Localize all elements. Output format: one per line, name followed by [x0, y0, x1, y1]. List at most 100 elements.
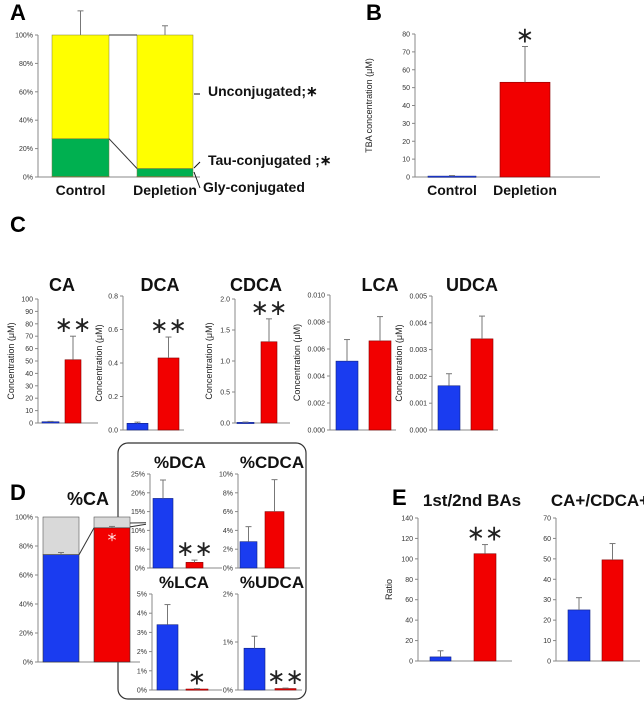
- CA-y-axis-label: Concentration (μM): [6, 322, 16, 399]
- E1-y-tick-label: 60: [405, 597, 413, 604]
- CA-y-tick-label: 70: [25, 334, 33, 341]
- B-category-label: Depletion: [493, 182, 557, 198]
- E2-y-tick-label: 0: [547, 659, 551, 666]
- E1-y-axis-label: Ratio: [384, 579, 394, 600]
- bar-control: [156, 624, 179, 691]
- CDCA-y-tick-label: 1.5: [220, 328, 230, 335]
- bar-other-control: [42, 516, 80, 556]
- bar-depletion: [157, 357, 180, 431]
- CA-y-tick-label: 80: [25, 321, 33, 328]
- series-label: Gly-conjugated: [203, 179, 305, 195]
- bar-tau-conjugated-depletion: [136, 168, 194, 177]
- bar-depletion: [260, 341, 278, 424]
- significance-mark: ∗: [188, 666, 206, 691]
- bar-depletion: [601, 559, 624, 662]
- CDCA-title: CDCA: [230, 275, 282, 295]
- pCA-y-tick-label: 0%: [23, 660, 33, 667]
- E1-y-tick-label: 140: [401, 516, 413, 523]
- LCA-title: LCA: [362, 275, 399, 295]
- LCA-y-tick-label: 0.008: [307, 320, 325, 327]
- significance-mark: ∗∗: [467, 522, 504, 547]
- E2-y-tick-label: 60: [543, 536, 551, 543]
- pDCA-y-tick-label: 5%: [135, 547, 145, 554]
- CA-y-tick-label: 90: [25, 309, 33, 316]
- E1-y-tick-label: 80: [405, 577, 413, 584]
- connector-line: [108, 138, 138, 169]
- DCA-y-tick-label: 0.6: [108, 327, 118, 334]
- pDCA-y-tick-label: 25%: [131, 472, 145, 479]
- pCDCA-y-tick-label: 4%: [223, 528, 233, 535]
- pUDCA-title: %UDCA: [240, 573, 304, 592]
- A-y-tick-label: 20%: [19, 146, 33, 153]
- DCA-y-tick-label: 0.2: [108, 394, 118, 401]
- B-y-tick-label: 60: [402, 67, 410, 74]
- bar-depletion: [264, 511, 285, 569]
- B-y-tick-label: 40: [402, 103, 410, 110]
- LCA-y-axis-label: Concentration (μM): [292, 324, 302, 401]
- A-y-tick-label: 60%: [19, 89, 33, 96]
- pCA-y-tick-label: 60%: [19, 573, 33, 580]
- DCA-y-tick-label: 0.4: [108, 361, 118, 368]
- pLCA-y-tick-label: 3%: [137, 630, 147, 637]
- bar-control: [152, 498, 174, 569]
- pUDCA-y-tick-label: 1%: [223, 640, 233, 647]
- pCA-y-tick-label: 40%: [19, 602, 33, 609]
- pLCA-y-tick-label: 4%: [137, 611, 147, 618]
- B-y-tick-label: 80: [402, 32, 410, 39]
- bar-control: [41, 421, 60, 424]
- A-category-label: Depletion: [133, 182, 197, 198]
- LCA-y-tick-label: 0.010: [307, 293, 325, 300]
- A-y-tick-label: 0%: [23, 175, 33, 182]
- pLCA-y-tick-label: 5%: [137, 592, 147, 599]
- series-label: Unconjugated;∗: [208, 83, 318, 99]
- E1-title: 1st/2nd BAs: [423, 491, 521, 510]
- CDCA-y-axis-label: Concentration (μM): [204, 322, 214, 399]
- B-y-axis-label: TBA concentration (μM): [364, 58, 374, 153]
- UDCA-title: UDCA: [446, 275, 498, 295]
- CA-y-tick-label: 20: [25, 396, 33, 403]
- DCA-title: DCA: [141, 275, 180, 295]
- panel-label-C: C: [10, 212, 26, 237]
- A-y-tick-label: 40%: [19, 118, 33, 125]
- pCDCA-y-tick-label: 8%: [223, 490, 233, 497]
- B-y-tick-label: 0: [406, 175, 410, 182]
- significance-mark: ∗∗: [251, 296, 288, 321]
- UDCA-y-axis-label: Concentration (μM): [394, 324, 404, 401]
- bar-unconjugated-control: [51, 34, 110, 139]
- pDCA-y-tick-label: 15%: [131, 509, 145, 516]
- E2-y-tick-label: 70: [543, 516, 551, 523]
- pCDCA-y-tick-label: 0%: [223, 566, 233, 573]
- UDCA-y-tick-label: 0.001: [409, 401, 427, 408]
- panel-label-D: D: [10, 480, 26, 505]
- pDCA-title: %DCA: [154, 453, 206, 472]
- pCDCA-title: %CDCA: [240, 453, 304, 472]
- bar-control: [243, 647, 266, 691]
- B-category-label: Control: [427, 182, 477, 198]
- pCDCA-y-tick-label: 10%: [219, 472, 233, 479]
- LCA-y-tick-label: 0.004: [307, 374, 325, 381]
- bar-control: [429, 656, 452, 662]
- panel-label-B: B: [366, 0, 382, 25]
- B-y-tick-label: 30: [402, 121, 410, 128]
- UDCA-y-tick-label: 0.000: [409, 428, 427, 435]
- CA-y-tick-label: 40: [25, 371, 33, 378]
- B-y-tick-label: 50: [402, 85, 410, 92]
- pLCA-y-tick-label: 1%: [137, 668, 147, 675]
- E1-y-tick-label: 100: [401, 556, 413, 563]
- pLCA-y-tick-label: 0%: [137, 688, 147, 695]
- E1-y-tick-label: 120: [401, 536, 413, 543]
- bar-depletion: [64, 359, 82, 424]
- pLCA-y-tick-label: 2%: [137, 649, 147, 656]
- E2-y-tick-label: 10: [543, 638, 551, 645]
- panel-label-E: E: [392, 485, 407, 510]
- LCA-y-tick-label: 0.000: [307, 428, 325, 435]
- UDCA-y-tick-label: 0.003: [409, 347, 427, 354]
- UDCA-y-tick-label: 0.002: [409, 374, 427, 381]
- bar-depletion: [93, 527, 131, 663]
- bar-control: [335, 360, 359, 431]
- pCA-y-tick-label: 100%: [15, 515, 33, 522]
- B-y-tick-label: 20: [402, 139, 410, 146]
- significance-mark: *: [108, 530, 117, 551]
- pUDCA-y-tick-label: 0%: [223, 688, 233, 695]
